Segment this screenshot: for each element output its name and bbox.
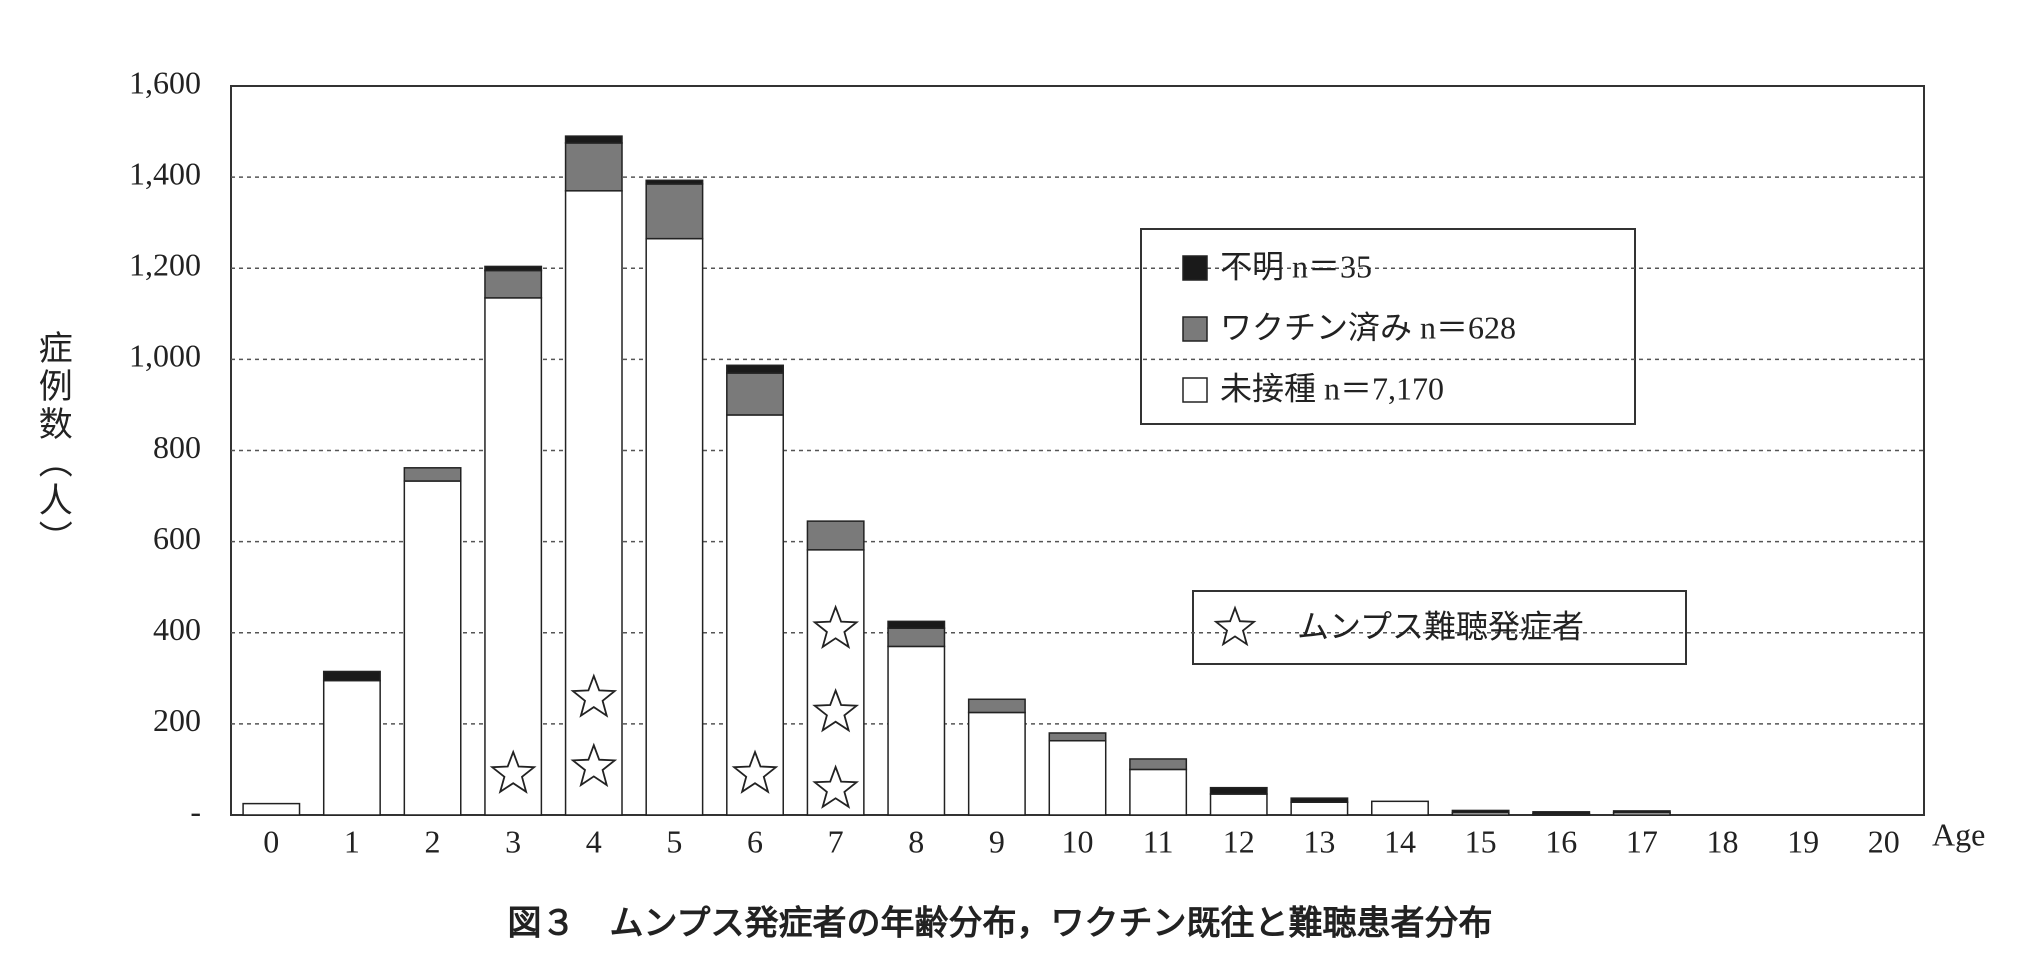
star-marker	[570, 673, 618, 718]
star-marker	[812, 764, 860, 809]
y-tick-label: -	[190, 793, 201, 829]
bar-segment	[726, 364, 784, 374]
bar-segment	[645, 179, 704, 185]
x-tick-label: 0	[263, 823, 279, 859]
bar-segment	[484, 265, 543, 272]
star-marker	[570, 742, 618, 788]
bar-segment	[887, 645, 946, 816]
bar-segment	[1129, 758, 1188, 771]
bar-segment	[645, 237, 704, 816]
bar-segment	[1129, 768, 1188, 816]
star-marker	[731, 749, 779, 794]
legend-box	[1140, 228, 1636, 425]
y-tick-label: 200	[153, 702, 201, 738]
bar-segment	[484, 297, 543, 816]
bar-segment	[726, 414, 784, 816]
x-tick-label: 7	[828, 823, 844, 859]
chart-title: 図３ ムンプス発症者の年齢分布，ワクチン既往と難聴患者分布	[508, 904, 1493, 944]
legend-label: ムンプス難聴発症者	[1297, 608, 1584, 644]
x-tick-label: 19	[1787, 823, 1819, 859]
x-tick-label: 16	[1545, 823, 1577, 859]
x-tick-label: 13	[1303, 823, 1335, 859]
legend-swatch	[1182, 377, 1208, 403]
star-marker	[489, 749, 537, 794]
y-tick-label: 400	[153, 611, 201, 647]
bar-segment	[967, 711, 1026, 816]
x-tick-label: 17	[1626, 823, 1658, 859]
y-tick-label: 1,400	[129, 155, 201, 191]
bar-segment	[1048, 739, 1107, 816]
x-tick-label: 1	[344, 823, 360, 859]
y-tick-label: 1,000	[129, 338, 201, 374]
bar-segment	[1209, 793, 1268, 816]
x-tick-label: 12	[1223, 823, 1255, 859]
bar-segment	[1290, 797, 1349, 803]
x-tick-label: 3	[505, 823, 521, 859]
bar-segment	[806, 520, 865, 551]
x-tick-label: 20	[1868, 823, 1900, 859]
bar-segment	[1371, 800, 1429, 816]
bar-segment	[403, 467, 462, 482]
bar-segment	[726, 372, 784, 416]
x-tick-label: 5	[666, 823, 682, 859]
star-marker	[812, 604, 860, 649]
bar-segment	[1451, 809, 1510, 814]
x-tick-label: 9	[989, 823, 1005, 859]
y-tick-label: 1,600	[129, 64, 201, 100]
legend-star	[1213, 605, 1257, 647]
legend-label: 未接種 n＝7,170	[1220, 370, 1444, 406]
bar-segment	[322, 679, 381, 816]
legend-swatch	[1182, 316, 1208, 342]
bar-segment	[1612, 810, 1671, 814]
y-tick-label: 600	[153, 520, 201, 556]
y-axis-label: 症例数（人）	[33, 330, 72, 558]
bar-segment	[322, 670, 381, 682]
x-tick-label: 18	[1706, 823, 1738, 859]
x-tick-label: 10	[1062, 823, 1094, 859]
bar-segment	[242, 802, 301, 816]
x-axis-label: Age	[1932, 816, 1985, 852]
bar-segment	[887, 620, 946, 629]
bar-segment	[1532, 811, 1591, 815]
bar-segment	[887, 627, 946, 648]
bar-segment	[645, 183, 704, 240]
star-legend-box	[1192, 590, 1687, 665]
bar-segment	[564, 190, 623, 816]
y-tick-label: 800	[153, 429, 201, 465]
bar-segment	[484, 269, 543, 299]
star-marker	[812, 687, 860, 733]
y-tick-label: 1,200	[129, 247, 201, 283]
legend-label: ワクチン済み n＝628	[1220, 309, 1516, 345]
bar-segment	[564, 135, 623, 144]
x-tick-label: 14	[1384, 823, 1416, 859]
bar-segment	[967, 698, 1026, 714]
bar-segment	[1209, 786, 1268, 795]
x-tick-label: 11	[1143, 823, 1174, 859]
x-tick-label: 6	[747, 823, 763, 859]
x-tick-label: 8	[908, 823, 924, 859]
legend-label: 不明 n＝35	[1220, 248, 1372, 284]
bar-segment	[1290, 801, 1349, 816]
bar-segment	[1048, 732, 1107, 742]
bar-segment	[403, 480, 462, 816]
x-tick-label: 4	[586, 823, 602, 859]
x-tick-label: 15	[1465, 823, 1497, 859]
legend-swatch	[1182, 255, 1208, 281]
bar-segment	[564, 142, 623, 192]
x-tick-label: 2	[425, 823, 441, 859]
